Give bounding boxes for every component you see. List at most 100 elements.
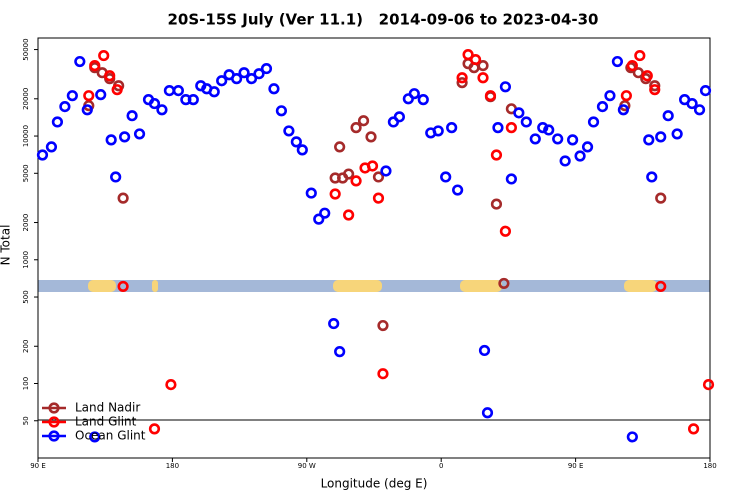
point bbox=[66, 90, 78, 102]
point bbox=[350, 122, 362, 134]
point bbox=[655, 131, 667, 143]
point bbox=[649, 80, 661, 92]
legend-label: Ocean Glint bbox=[75, 429, 146, 443]
point bbox=[505, 173, 517, 185]
point bbox=[626, 431, 638, 443]
point bbox=[343, 168, 355, 180]
point bbox=[165, 378, 177, 391]
map-strip bbox=[38, 280, 710, 292]
point bbox=[119, 131, 131, 143]
point bbox=[587, 116, 600, 128]
point bbox=[172, 84, 184, 97]
point bbox=[377, 319, 389, 332]
point bbox=[432, 125, 444, 137]
point bbox=[187, 94, 199, 106]
point bbox=[649, 84, 661, 96]
y-tick-label: 10000 bbox=[22, 125, 30, 147]
plot-frame bbox=[37, 37, 711, 459]
y-tick-label: 50 bbox=[22, 416, 30, 425]
point bbox=[51, 116, 64, 128]
point bbox=[440, 171, 452, 183]
point bbox=[305, 187, 317, 199]
point bbox=[505, 122, 517, 134]
point bbox=[365, 131, 377, 143]
x-axis-label: Longitude (deg E) bbox=[321, 477, 428, 491]
point bbox=[456, 72, 468, 84]
point bbox=[59, 100, 71, 113]
point bbox=[343, 209, 355, 221]
point bbox=[462, 49, 474, 61]
x-tick-label: 90 E bbox=[30, 462, 46, 470]
point bbox=[366, 160, 379, 172]
y-tick-label: 5000 bbox=[22, 164, 30, 182]
point bbox=[45, 141, 58, 153]
point bbox=[490, 198, 503, 210]
point bbox=[74, 55, 86, 68]
y-tick-label: 50000 bbox=[22, 38, 30, 60]
point bbox=[543, 124, 555, 136]
point bbox=[604, 90, 616, 102]
point bbox=[559, 155, 571, 167]
point bbox=[357, 115, 370, 127]
legend-marker bbox=[48, 416, 60, 428]
point bbox=[238, 67, 250, 79]
point bbox=[89, 431, 101, 443]
point bbox=[520, 116, 532, 128]
point bbox=[617, 104, 629, 116]
point bbox=[81, 104, 93, 116]
point bbox=[498, 277, 510, 290]
point bbox=[499, 81, 512, 93]
point bbox=[156, 104, 168, 116]
point bbox=[478, 344, 491, 357]
point bbox=[380, 165, 392, 177]
point bbox=[452, 184, 464, 196]
point bbox=[693, 104, 706, 116]
point bbox=[117, 280, 129, 293]
point bbox=[372, 171, 385, 183]
point bbox=[133, 128, 146, 140]
y-tick-label: 2000 bbox=[22, 214, 30, 232]
point bbox=[574, 150, 586, 162]
point bbox=[105, 134, 117, 146]
point bbox=[148, 423, 161, 435]
point bbox=[481, 407, 494, 419]
point bbox=[490, 149, 503, 161]
point bbox=[469, 53, 482, 66]
point bbox=[253, 68, 265, 80]
point bbox=[231, 73, 243, 85]
x-tick-label: 90 W bbox=[298, 462, 316, 470]
point bbox=[98, 49, 110, 62]
legend-label: Land Nadir bbox=[75, 401, 140, 415]
chart-title: 20S-15S July (Ver 11.1) 2014-09-06 to 20… bbox=[168, 11, 599, 29]
point bbox=[492, 122, 504, 134]
point bbox=[499, 225, 512, 237]
point bbox=[110, 171, 122, 183]
point bbox=[643, 134, 655, 146]
point bbox=[671, 128, 683, 140]
point bbox=[319, 207, 331, 219]
point bbox=[446, 122, 458, 134]
point bbox=[329, 188, 341, 200]
point bbox=[626, 59, 638, 72]
point bbox=[567, 134, 579, 146]
legend-marker bbox=[48, 402, 60, 414]
series bbox=[83, 49, 715, 435]
point bbox=[117, 192, 129, 204]
point bbox=[268, 83, 280, 95]
point bbox=[296, 144, 308, 156]
legend-marker bbox=[48, 430, 60, 442]
point bbox=[687, 423, 700, 435]
point bbox=[611, 55, 624, 68]
point bbox=[699, 84, 712, 97]
point bbox=[283, 125, 295, 137]
y-axis-label: N Total bbox=[0, 225, 13, 266]
point bbox=[456, 77, 468, 89]
point bbox=[655, 280, 667, 293]
point bbox=[634, 49, 646, 62]
point bbox=[245, 73, 258, 85]
legend-label: Land Glint bbox=[75, 415, 137, 429]
x-tick-label: 180 bbox=[703, 462, 716, 470]
point bbox=[655, 192, 667, 204]
